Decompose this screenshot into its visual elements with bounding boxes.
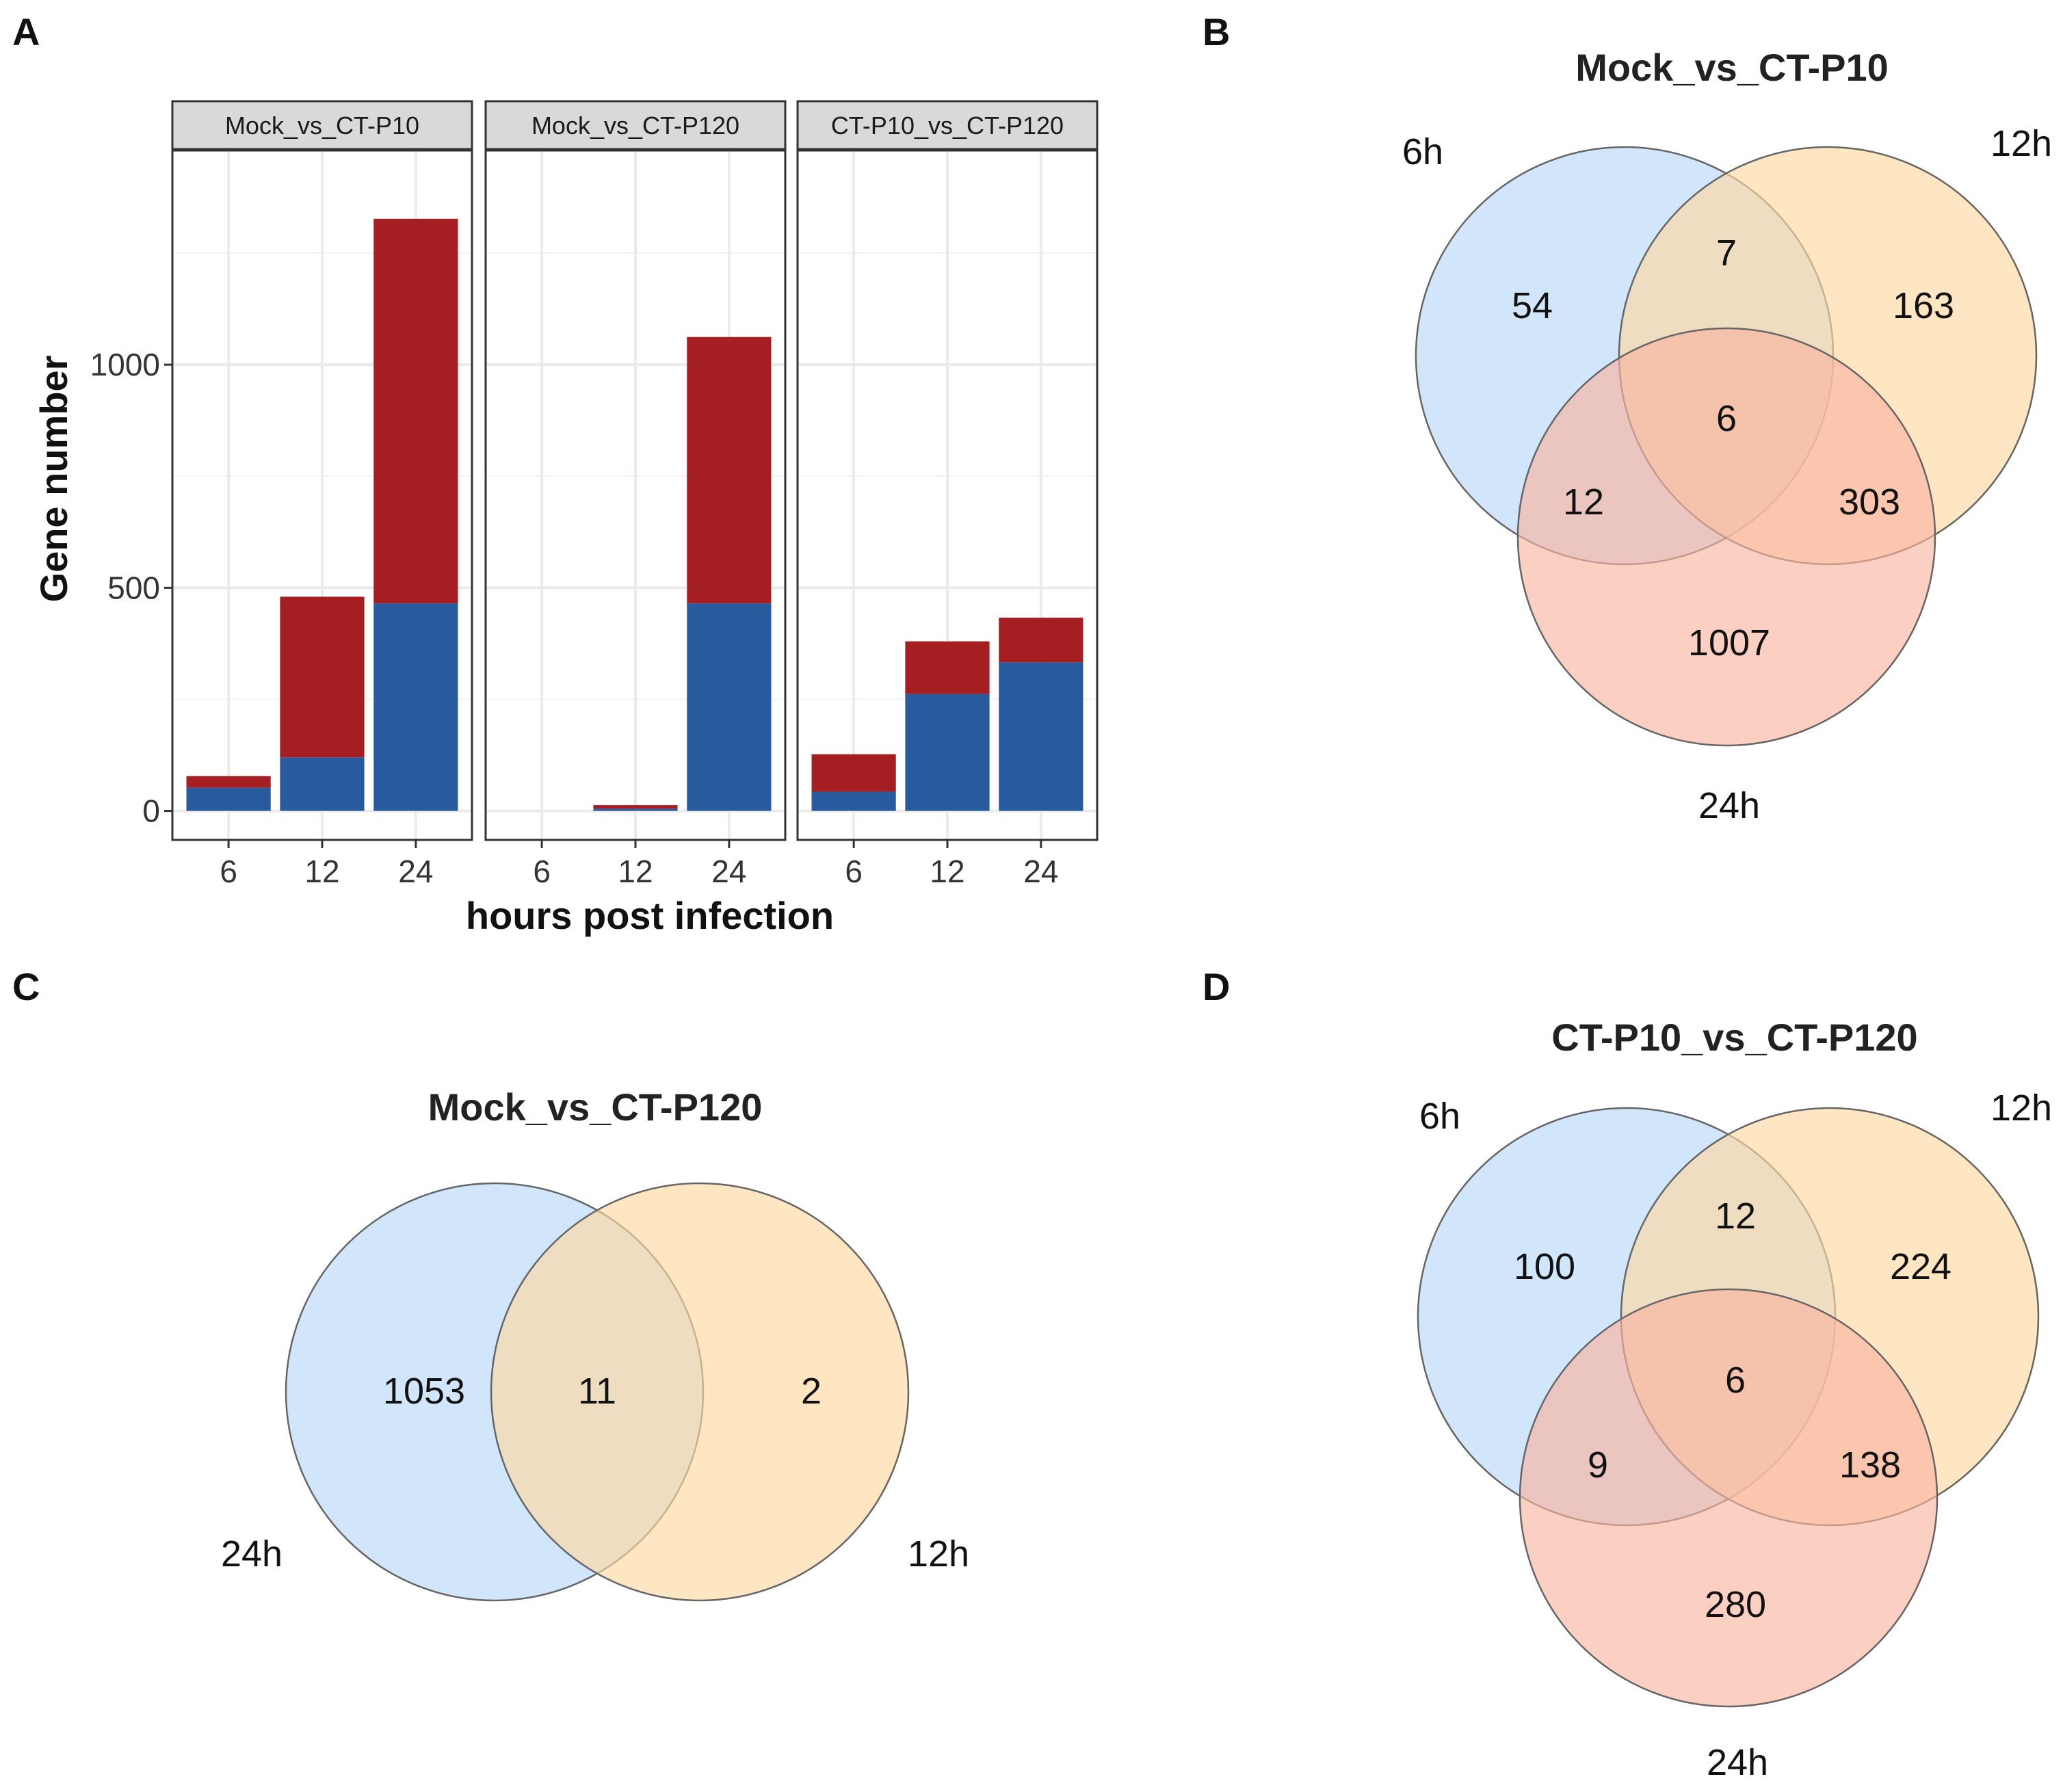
facet-label: Mock_vs_CT-P10: [225, 111, 419, 140]
facet-label: Mock_vs_CT-P120: [531, 111, 739, 140]
venn-count-6h-12h: 7: [1716, 233, 1737, 274]
venn-set-label-12h: 12h: [908, 1533, 969, 1574]
bar-segment: [280, 596, 365, 758]
x-tick-label: 12: [618, 854, 653, 889]
venn-set-label-6h: 6h: [1419, 1096, 1460, 1137]
venn-count-6h-12h: 12: [1715, 1196, 1756, 1237]
venn-set-label-24h: 24h: [1707, 1742, 1768, 1783]
venn-circle-24h: [1516, 327, 1936, 747]
x-axis-title: hours post infection: [466, 894, 834, 937]
bar-segment: [687, 603, 772, 811]
x-tick-label: 6: [220, 854, 237, 889]
bar-segment: [373, 218, 458, 604]
venn-set-label-24h: 24h: [221, 1533, 282, 1574]
venn-count-6h-only: 100: [1514, 1246, 1575, 1287]
venn-title: Mock_vs_CT-P120: [428, 1085, 763, 1129]
venn-count-6h-24h: 9: [1588, 1445, 1608, 1486]
venn-count-24h-only: 1007: [1688, 622, 1770, 663]
venn-mock-vs-ct-p120: Mock_vs_CT-P120 24h 12h 1053 11 2: [221, 1085, 969, 1602]
facet-label: CT-P10_vs_CT-P120: [831, 111, 1064, 140]
venn-count-12h-only: 163: [1893, 285, 1954, 326]
bar-segment: [999, 618, 1083, 663]
bar-segment: [593, 808, 678, 811]
bar-segment: [186, 787, 271, 811]
panel-letter-b: B: [1203, 10, 1230, 53]
bar-segment: [280, 757, 365, 811]
x-tick-label: 24: [711, 854, 746, 889]
x-tick-label: 6: [845, 854, 863, 889]
bar-segment: [905, 694, 990, 811]
venn-count-12h-only: 2: [801, 1371, 822, 1412]
bar-segment: [999, 662, 1083, 811]
panel-letter-c: C: [12, 965, 40, 1008]
venn-count-24h-only: 1053: [383, 1371, 465, 1412]
bar-segment: [905, 641, 990, 694]
venn-circle-12h: [490, 1182, 910, 1602]
bar-segment: [373, 603, 458, 811]
facet-strip: [484, 100, 787, 150]
y-tick-label: 1000: [90, 347, 160, 382]
bar-segment: [593, 805, 678, 809]
bar-segment: [687, 337, 772, 604]
venn-count-12h-24h: 303: [1839, 482, 1900, 523]
venn-count-both: 11: [578, 1371, 616, 1412]
panel-letter-d: D: [1203, 965, 1230, 1008]
panel-letter-a: A: [12, 10, 40, 53]
x-tick-label: 24: [398, 854, 433, 889]
bar-segment: [186, 776, 271, 788]
venn-mock-vs-ct-p10: Mock_vs_CT-P10 6h 12h 24h 54 7 163 6 12 …: [1402, 46, 2052, 826]
x-tick-label: 12: [304, 854, 339, 889]
venn-count-6h-only: 54: [1512, 285, 1553, 326]
stacked-bar-chart: Mock_vs_CT-P10 6 12 24 Mock_vs_CT-P120 6 12 24 C…: [32, 100, 1099, 937]
y-axis-title: Gene number: [32, 356, 75, 603]
venn-count-12h-24h: 138: [1839, 1445, 1901, 1486]
y-tick-label: 0: [142, 793, 160, 829]
venn-set-label-12h: 12h: [1990, 123, 2052, 164]
venn-set-label-6h: 6h: [1402, 131, 1443, 172]
x-tick-label: 12: [930, 854, 964, 889]
venn-set-label-12h: 12h: [1990, 1088, 2052, 1129]
venn-ct-p10-vs-ct-p120: CT-P10_vs_CT-P120 6h 12h 24h 100 12 224 …: [1417, 1016, 2052, 1783]
bar-segment: [811, 791, 896, 811]
venn-count-12h-only: 224: [1890, 1246, 1952, 1287]
venn-set-label-24h: 24h: [1698, 785, 1760, 826]
venn-count-24h-only: 280: [1705, 1584, 1766, 1625]
venn-title: Mock_vs_CT-P10: [1575, 46, 1889, 89]
facet-strip: [796, 100, 1099, 150]
x-tick-label: 6: [533, 854, 551, 889]
venn-title: CT-P10_vs_CT-P120: [1551, 1016, 1917, 1059]
bar-segment: [811, 754, 896, 792]
venn-count-all: 6: [1716, 398, 1737, 439]
venn-count-all: 6: [1725, 1360, 1746, 1401]
x-tick-label: 24: [1023, 854, 1058, 889]
venn-circle-24h: [1519, 1288, 1939, 1708]
y-tick-label: 500: [107, 570, 160, 605]
facet-strip: [171, 100, 473, 150]
venn-count-6h-24h: 12: [1563, 482, 1604, 523]
